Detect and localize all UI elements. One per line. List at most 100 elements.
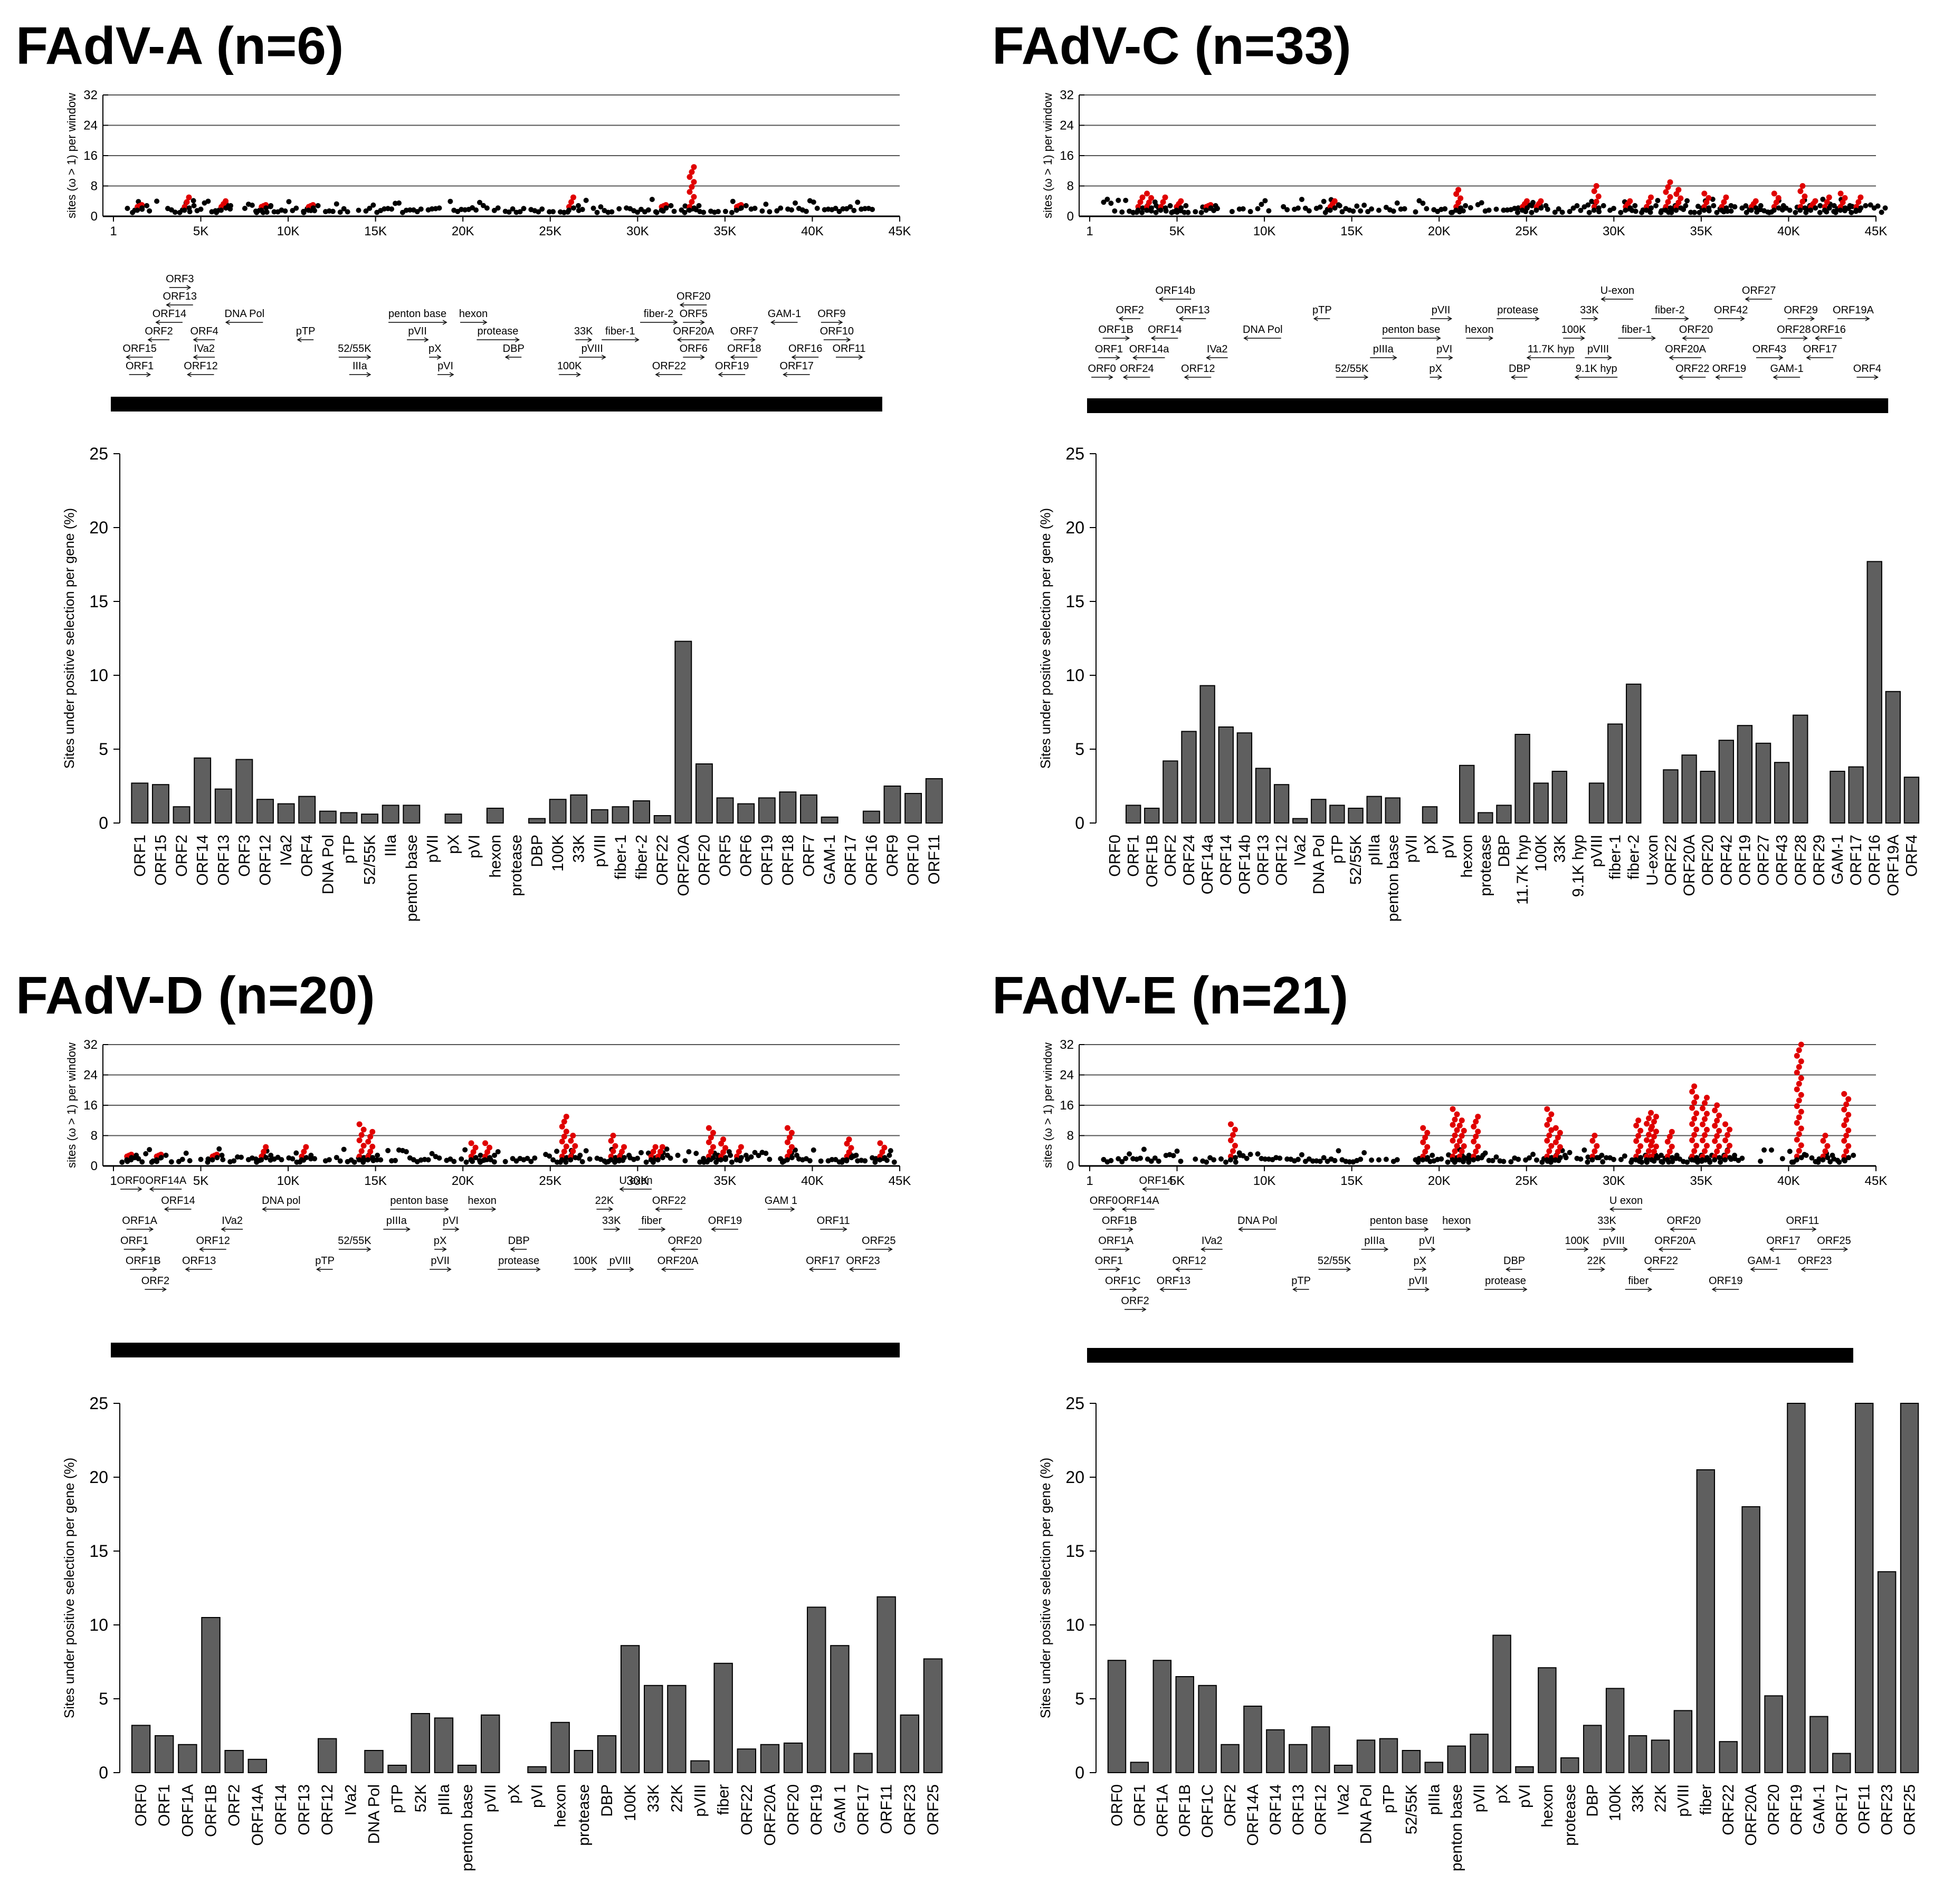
gene-arrowhead bbox=[366, 1247, 371, 1252]
gene-annotation: DNA Pol bbox=[1237, 1215, 1278, 1232]
positive-dot bbox=[1794, 1069, 1800, 1076]
positive-peaks bbox=[119, 1114, 892, 1165]
gene-annotation: ORF4 bbox=[190, 326, 218, 342]
gene-arrowhead bbox=[504, 355, 510, 360]
positive-dot bbox=[1471, 1138, 1477, 1145]
positive-dot bbox=[1842, 195, 1848, 201]
positive-dot bbox=[484, 1149, 491, 1155]
gene-label: ORF1B bbox=[126, 1255, 161, 1267]
gene-arrowhead bbox=[1122, 375, 1128, 380]
window-dot bbox=[682, 209, 688, 215]
bar-orf2 bbox=[224, 1750, 244, 1773]
gene-label: ORF14 bbox=[153, 308, 186, 320]
gene-annotation: pTP bbox=[1291, 1275, 1311, 1292]
positive-dot bbox=[1691, 1132, 1698, 1138]
gene-annotation: hexon bbox=[1465, 324, 1494, 341]
gene-arrowhead bbox=[661, 1267, 666, 1272]
positive-dot bbox=[1646, 1148, 1652, 1154]
gene-arrowhead bbox=[1745, 296, 1750, 302]
positive-dot bbox=[1689, 1105, 1695, 1111]
gene-annotation: ORF14a bbox=[1129, 343, 1169, 360]
positive-dot bbox=[1666, 1149, 1673, 1155]
x-tick-label: 35K bbox=[714, 224, 737, 238]
y-axis-label: Sites under positive selection per gene … bbox=[61, 508, 77, 769]
gene-arrowhead bbox=[1684, 316, 1689, 321]
window-dot bbox=[872, 1159, 878, 1165]
window-dot bbox=[807, 1158, 813, 1164]
window-dot bbox=[182, 207, 187, 213]
positive-dot bbox=[1422, 1134, 1428, 1141]
bar-pviii bbox=[1673, 1710, 1693, 1774]
window-dot bbox=[389, 206, 395, 212]
x-tick-label: 25K bbox=[1515, 224, 1538, 238]
window-dot bbox=[1684, 198, 1690, 204]
window-dot bbox=[612, 1159, 618, 1165]
y-tick-label: 0 bbox=[1067, 1159, 1074, 1173]
x-tick-label: ORF14 bbox=[1267, 1784, 1284, 1835]
window-dot bbox=[312, 1156, 318, 1162]
gene-annotation: fiber bbox=[638, 1215, 666, 1232]
positive-dot bbox=[1538, 198, 1544, 204]
window-dot bbox=[1771, 207, 1777, 213]
gene-annotation: pIIIa bbox=[1361, 1235, 1389, 1252]
gene-annotation: ORF15 bbox=[122, 343, 157, 360]
panel-title: FAdV-D (n=20) bbox=[16, 966, 375, 1025]
x-tick-label: protease bbox=[1477, 835, 1494, 896]
window-dot bbox=[779, 1159, 785, 1165]
y-tick-label: 25 bbox=[89, 444, 108, 463]
gene-arrowhead bbox=[750, 337, 756, 342]
window-dot bbox=[829, 1156, 835, 1162]
gene-label: DNA Pol bbox=[1237, 1215, 1278, 1227]
y-tick-label: 15 bbox=[1065, 1542, 1084, 1561]
x-tick-label: 5K bbox=[193, 224, 208, 238]
positive-dot bbox=[1633, 1123, 1640, 1129]
window-dot bbox=[1826, 205, 1832, 211]
positive-dot bbox=[846, 1136, 852, 1143]
positive-dot bbox=[786, 1134, 793, 1141]
window-dot bbox=[279, 1157, 284, 1163]
gene-arrowhead bbox=[576, 372, 581, 377]
gene-arrowhead bbox=[1769, 1247, 1774, 1252]
window-dot bbox=[561, 209, 567, 215]
x-tick-label: ORF20A bbox=[1681, 835, 1698, 896]
gene-arrowhead bbox=[1158, 296, 1164, 302]
positive-dot bbox=[1841, 1137, 1847, 1144]
window-dot bbox=[1732, 1152, 1738, 1158]
gene-arrowhead bbox=[1488, 336, 1493, 341]
positive-dot bbox=[301, 1149, 307, 1155]
window-dot bbox=[487, 1155, 493, 1161]
gene-label: ORF7 bbox=[730, 326, 758, 337]
gene-annotation: ORF25 bbox=[1817, 1235, 1851, 1252]
gene-label: pTP bbox=[315, 1255, 335, 1267]
window-dot bbox=[1471, 1157, 1476, 1163]
positive-dot bbox=[1653, 1128, 1659, 1135]
window-dot bbox=[1707, 1159, 1713, 1165]
gene-annotation: ORF11 bbox=[832, 343, 865, 360]
gene-annotation: protease bbox=[1484, 1275, 1528, 1292]
positive-dot bbox=[1667, 179, 1673, 185]
window-dot bbox=[1466, 1152, 1472, 1158]
positive-dot bbox=[1704, 1126, 1710, 1133]
bar-gam-1 bbox=[1830, 771, 1845, 824]
y-tick-label: 24 bbox=[83, 1068, 98, 1083]
bar-orf43 bbox=[1774, 762, 1790, 824]
x-tick-label: ORF20A bbox=[675, 835, 692, 896]
gene-label: ORF2 bbox=[1121, 1295, 1149, 1307]
window-dot bbox=[205, 1159, 211, 1165]
window-dot bbox=[1430, 1152, 1435, 1158]
positive-dot bbox=[1678, 195, 1684, 202]
positive-dot bbox=[610, 1133, 616, 1138]
gene-annotation: ORF4 bbox=[1853, 363, 1881, 380]
bar-orf12 bbox=[1311, 1726, 1330, 1773]
positive-dot bbox=[1544, 1122, 1550, 1128]
gene-arrowhead bbox=[366, 355, 371, 360]
window-dot bbox=[743, 1152, 749, 1158]
gene-arrowhead bbox=[1647, 1287, 1653, 1292]
x-tick-label: ORF14A bbox=[249, 1784, 266, 1846]
window-dot bbox=[1262, 1156, 1268, 1162]
window-dot bbox=[1653, 203, 1659, 208]
gene-arrowhead bbox=[601, 355, 606, 360]
gene-label: IVa2 bbox=[194, 343, 215, 355]
gene-annotation: IVa2 bbox=[1206, 343, 1228, 360]
window-dot bbox=[1684, 1159, 1690, 1165]
